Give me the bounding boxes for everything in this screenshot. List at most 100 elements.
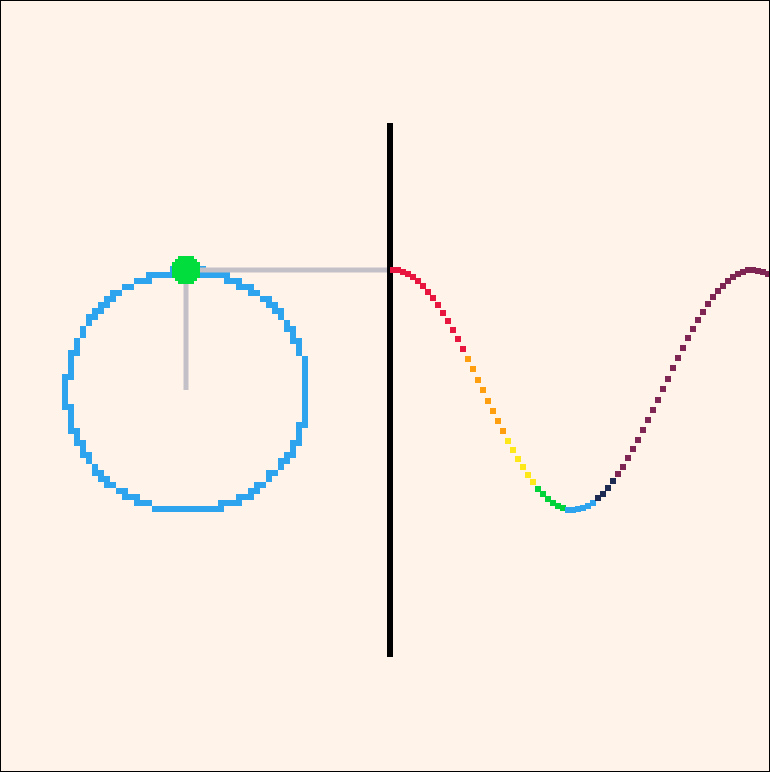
circle-dot <box>242 494 248 500</box>
circle-dot <box>68 410 74 416</box>
wave-dot <box>630 446 636 452</box>
circle-dot <box>92 470 98 476</box>
wave-dot <box>450 327 456 333</box>
circle-dot <box>62 374 68 380</box>
wave-dot <box>660 386 666 392</box>
wave-dot <box>545 496 551 502</box>
wave-dot <box>655 397 661 403</box>
circle-dot <box>302 398 308 404</box>
wave-dot <box>575 506 581 512</box>
wave-dot <box>390 267 396 273</box>
circle-dot <box>302 422 308 428</box>
circle-dot <box>254 488 260 494</box>
wave-dot <box>740 269 746 275</box>
circle-dot <box>170 506 176 512</box>
wave-dot <box>515 456 521 462</box>
circle-dot <box>296 428 302 434</box>
circle-dot <box>296 434 302 440</box>
wave-dot <box>705 301 711 307</box>
circle-dot <box>200 506 206 512</box>
circle-dot <box>110 482 116 488</box>
circle-dot <box>260 482 266 488</box>
circle-dot <box>266 296 272 302</box>
circle-dot <box>278 464 284 470</box>
circle-dot <box>98 308 104 314</box>
wave-dot <box>670 365 676 371</box>
wave-dot <box>650 407 656 413</box>
circle-dot <box>104 296 110 302</box>
wave-dot <box>520 464 526 470</box>
circle-dot <box>68 422 74 428</box>
wave-dot <box>550 500 556 506</box>
circle-dot <box>194 506 200 512</box>
circle-dot <box>248 488 254 494</box>
rotating-point <box>172 256 200 284</box>
wave-dot <box>625 455 631 461</box>
circle-dot <box>104 302 110 308</box>
wave-dot <box>675 355 681 361</box>
wave-dot <box>750 267 756 273</box>
circle-dot <box>104 476 110 482</box>
circle-dot <box>200 272 206 278</box>
circle-dot <box>104 482 110 488</box>
wave-dot <box>480 387 486 393</box>
circle-dot <box>122 284 128 290</box>
wave-dot <box>395 267 401 273</box>
circle-dot <box>134 278 140 284</box>
wave-dot <box>535 486 541 492</box>
circle-dot <box>224 272 230 278</box>
circle-dot <box>176 506 182 512</box>
wave-dot <box>585 503 591 509</box>
circle-dot <box>74 440 80 446</box>
circle-dot <box>242 284 248 290</box>
wave-dot <box>460 346 466 352</box>
circle-dot <box>230 500 236 506</box>
circle-dot <box>68 404 74 410</box>
circle-dot <box>158 272 164 278</box>
wave-dot <box>525 472 531 478</box>
wave-dot <box>720 283 726 289</box>
wave-dot <box>665 376 671 382</box>
circle-dot <box>116 488 122 494</box>
circle-dot <box>110 296 116 302</box>
circle-dot <box>230 278 236 284</box>
circle-dot <box>302 362 308 368</box>
wave-dot <box>510 447 516 453</box>
wave-dot <box>410 274 416 280</box>
circle-dot <box>266 476 272 482</box>
circle-dot <box>290 332 296 338</box>
wave-dot <box>490 408 496 414</box>
circle-dot <box>296 344 302 350</box>
wave-dot <box>605 485 611 491</box>
wave-dot <box>590 500 596 506</box>
circle-dot <box>152 506 158 512</box>
circle-dot <box>278 308 284 314</box>
wave-dot <box>760 269 766 275</box>
circle-dot <box>68 428 74 434</box>
circle-dot <box>134 500 140 506</box>
wave-dot <box>470 366 476 372</box>
circle-dot <box>254 482 260 488</box>
circle-dot <box>128 494 134 500</box>
circle-dot <box>260 296 266 302</box>
wave-dot <box>415 278 421 284</box>
circle-dot <box>158 506 164 512</box>
circle-dot <box>296 350 302 356</box>
wave-dot <box>475 377 481 383</box>
wave-dot <box>730 274 736 280</box>
wave-dot <box>430 295 436 301</box>
circle-dot <box>134 494 140 500</box>
wave-dot <box>620 464 626 470</box>
circle-dot <box>248 494 254 500</box>
circle-dot <box>98 302 104 308</box>
circle-dot <box>302 374 308 380</box>
circle-dot <box>80 332 86 338</box>
wave-dot <box>685 335 691 341</box>
circle-dot <box>206 506 212 512</box>
wave-dot <box>405 271 411 277</box>
circle-dot <box>284 326 290 332</box>
wave-dot <box>420 283 426 289</box>
circle-dot <box>68 362 74 368</box>
circle-dot <box>140 500 146 506</box>
